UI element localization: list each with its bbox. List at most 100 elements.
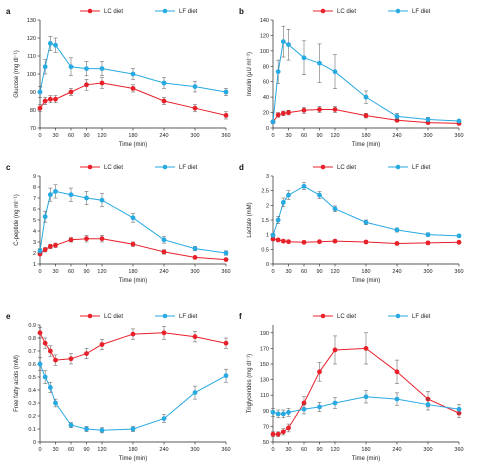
data-point xyxy=(280,411,286,417)
legend-marker xyxy=(162,164,168,170)
data-point xyxy=(192,255,198,260)
data-point xyxy=(130,241,136,247)
data-point xyxy=(42,340,48,346)
series-lc xyxy=(37,235,229,262)
data-point xyxy=(53,96,58,102)
series-lf xyxy=(37,357,229,434)
data-point xyxy=(275,69,281,75)
x-tick-label: 0 xyxy=(38,447,41,453)
y-tick-label: 0.5 xyxy=(28,375,36,381)
data-point xyxy=(332,69,338,75)
data-point xyxy=(317,107,322,112)
x-tick-label: 360 xyxy=(221,447,230,453)
data-point xyxy=(275,217,281,223)
y-tick-label: 9 xyxy=(33,174,36,180)
data-point xyxy=(192,390,198,395)
y-tick-label: 4 xyxy=(33,229,36,235)
legend-marker xyxy=(87,313,93,319)
panel-a: a 0 30 60 90 120 180 240 300 360 70 80 90 100 110 120 13… xyxy=(6,7,231,148)
data-point xyxy=(280,39,286,44)
series-lf xyxy=(270,182,462,239)
data-point xyxy=(280,429,286,435)
legend-label: LF diet xyxy=(179,314,198,320)
data-point xyxy=(425,240,431,246)
data-point xyxy=(37,89,43,95)
series-lf xyxy=(37,35,229,98)
data-point xyxy=(456,233,462,239)
data-point xyxy=(332,238,338,244)
legend-label: LF diet xyxy=(179,9,198,15)
y-tick-label: 0.8 xyxy=(28,336,36,342)
data-point xyxy=(161,249,167,255)
data-point xyxy=(332,347,338,353)
data-point xyxy=(53,42,58,48)
data-point xyxy=(363,346,369,351)
data-point xyxy=(42,214,48,220)
y-tick-label: 3 xyxy=(33,240,36,246)
data-point xyxy=(270,119,276,125)
x-tick-label: 60 xyxy=(68,269,74,275)
data-point xyxy=(270,232,276,238)
data-point xyxy=(47,192,53,198)
data-point xyxy=(130,331,136,337)
data-point xyxy=(99,80,105,86)
data-point xyxy=(223,250,229,256)
legend-marker xyxy=(395,313,401,319)
data-point xyxy=(223,113,229,118)
data-point xyxy=(394,114,400,119)
data-point xyxy=(68,356,74,362)
y-tick-label: 0.9 xyxy=(28,323,36,329)
legend-entry: LC diet xyxy=(313,313,356,320)
data-point xyxy=(286,409,291,415)
x-tick-label: 120 xyxy=(97,447,106,453)
x-tick-label: 360 xyxy=(454,269,463,275)
series-lc xyxy=(37,77,229,120)
data-point xyxy=(286,42,291,48)
data-point xyxy=(130,71,136,77)
data-point xyxy=(161,416,167,421)
x-tick-label: 300 xyxy=(423,133,432,139)
data-point xyxy=(84,426,89,432)
series-line xyxy=(39,363,227,431)
x-tick-label: 90 xyxy=(316,447,322,453)
legend-label: LC diet xyxy=(104,165,123,171)
y-tick-label: 140 xyxy=(260,18,269,24)
y-tick-label: 50 xyxy=(263,440,269,446)
legend-entry: LC diet xyxy=(80,164,123,171)
data-point xyxy=(394,227,400,233)
data-point xyxy=(42,98,48,104)
data-point xyxy=(130,86,136,91)
y-axis-label: Glucose (mg dl⁻¹) xyxy=(14,50,20,98)
panel-b: b 0 30 60 90 120 180 240 300 360 0 20 40 60 80 100 120 14… xyxy=(239,7,464,148)
y-tick-label: 190 xyxy=(260,331,269,337)
x-tick-label: 240 xyxy=(159,133,168,139)
data-point xyxy=(394,369,400,375)
data-point xyxy=(68,89,74,95)
data-point xyxy=(275,411,281,417)
x-tick-label: 0 xyxy=(271,133,274,139)
legend-label: LF diet xyxy=(412,165,431,171)
legend-entry: LC diet xyxy=(313,164,356,171)
data-point xyxy=(270,431,276,437)
legend-entry: LC diet xyxy=(313,8,356,15)
x-tick-label: 60 xyxy=(301,269,307,275)
legend-entry: LF diet xyxy=(155,164,198,171)
data-point xyxy=(363,113,369,119)
x-tick-label: 90 xyxy=(83,269,89,275)
data-point xyxy=(317,192,322,198)
legend-entry: LF diet xyxy=(155,313,198,320)
y-tick-label: 80 xyxy=(263,64,269,70)
data-point xyxy=(270,409,276,415)
data-point xyxy=(192,334,198,340)
data-point xyxy=(84,66,89,71)
legend-entry: LC diet xyxy=(80,313,123,320)
legend-entry: LF diet xyxy=(155,8,198,15)
y-tick-label: 150 xyxy=(260,362,269,368)
data-point xyxy=(394,117,400,123)
x-tick-label: 360 xyxy=(454,133,463,139)
x-tick-label: 120 xyxy=(330,269,339,275)
legend-entry: LF diet xyxy=(388,313,431,320)
series-line xyxy=(272,40,460,122)
panel-letter: e xyxy=(6,312,11,321)
y-tick-label: 0 xyxy=(266,126,269,132)
